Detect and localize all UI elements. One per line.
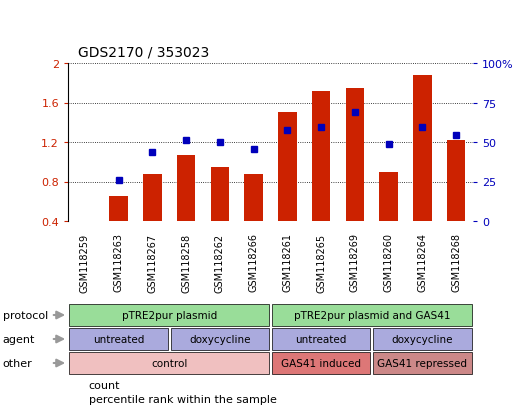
Bar	[373, 328, 471, 350]
Text: doxycycline: doxycycline	[391, 334, 453, 344]
Bar	[272, 328, 370, 350]
Bar	[177, 155, 195, 221]
Text: doxycycline: doxycycline	[189, 334, 251, 344]
Text: GDS2170 / 353023: GDS2170 / 353023	[78, 46, 209, 60]
Text: agent: agent	[3, 334, 35, 344]
Text: count: count	[89, 380, 120, 390]
Text: GSM118269: GSM118269	[350, 233, 360, 292]
Bar	[171, 328, 269, 350]
Text: GSM118260: GSM118260	[384, 233, 393, 292]
Text: other: other	[3, 358, 32, 368]
Bar	[346, 88, 364, 221]
Text: GSM118264: GSM118264	[418, 233, 427, 292]
Text: GSM118258: GSM118258	[181, 233, 191, 292]
Text: untreated: untreated	[295, 334, 347, 344]
Text: GSM118262: GSM118262	[215, 233, 225, 292]
Bar	[373, 352, 471, 374]
Text: GSM118259: GSM118259	[80, 233, 90, 292]
Bar	[69, 352, 269, 374]
Bar	[244, 174, 263, 221]
Bar	[278, 113, 297, 221]
Bar	[447, 141, 465, 221]
Text: percentile rank within the sample: percentile rank within the sample	[89, 394, 277, 404]
Bar	[69, 304, 269, 326]
Text: GSM118261: GSM118261	[282, 233, 292, 292]
Text: GSM118267: GSM118267	[147, 233, 157, 292]
Text: GAS41 repressed: GAS41 repressed	[378, 358, 467, 368]
Bar	[272, 352, 370, 374]
Text: untreated: untreated	[93, 334, 144, 344]
Text: protocol: protocol	[3, 310, 48, 320]
Text: GSM118263: GSM118263	[113, 233, 124, 292]
Bar	[272, 304, 471, 326]
Text: GSM118268: GSM118268	[451, 233, 461, 292]
Bar	[69, 328, 168, 350]
Bar	[109, 197, 128, 221]
Text: GSM118265: GSM118265	[316, 233, 326, 292]
Bar	[413, 76, 431, 221]
Text: control: control	[151, 358, 187, 368]
Text: GSM118266: GSM118266	[249, 233, 259, 292]
Bar	[211, 167, 229, 221]
Bar	[143, 174, 162, 221]
Text: pTRE2pur plasmid: pTRE2pur plasmid	[122, 310, 217, 320]
Text: pTRE2pur plasmid and GAS41: pTRE2pur plasmid and GAS41	[293, 310, 450, 320]
Text: GAS41 induced: GAS41 induced	[281, 358, 361, 368]
Bar	[379, 172, 398, 221]
Bar	[312, 91, 330, 221]
